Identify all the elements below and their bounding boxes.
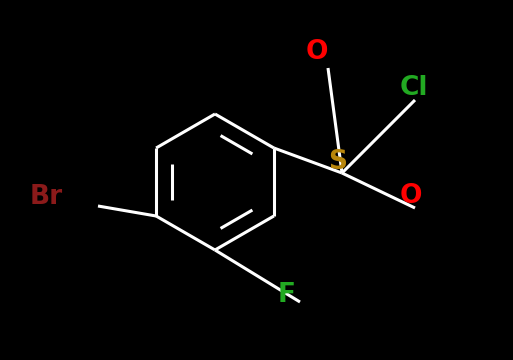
Text: F: F (278, 282, 296, 308)
Text: Cl: Cl (400, 75, 428, 101)
Text: S: S (328, 149, 347, 175)
Text: Br: Br (30, 184, 63, 210)
Text: O: O (400, 183, 423, 209)
Text: O: O (306, 39, 328, 65)
